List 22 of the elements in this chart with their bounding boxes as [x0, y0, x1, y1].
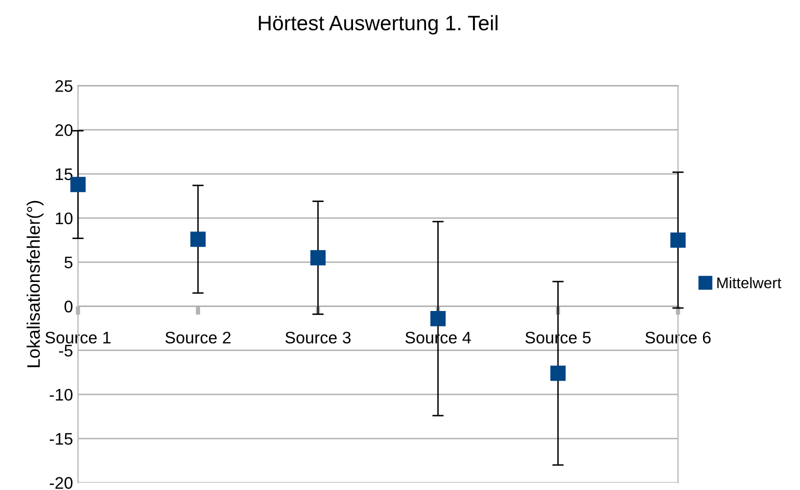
y-tick-label: 5	[64, 256, 72, 268]
y-tick-label: -15	[50, 433, 72, 445]
y-tick-label: 10	[56, 212, 72, 224]
y-tick-label: 0	[64, 300, 72, 312]
y-tick-label: -10	[50, 388, 72, 401]
point	[190, 232, 206, 247]
point	[430, 310, 446, 326]
legend-label: Mittelwert	[717, 277, 782, 288]
point	[310, 250, 326, 266]
x-tick-label: Source 3	[285, 332, 351, 344]
y-tick-label: 20	[55, 124, 72, 136]
x-tick-label: Source 1	[45, 332, 111, 344]
y-tick-label: -20	[50, 477, 72, 489]
y-axis-title: Lokalisationsfehler(°)	[26, 200, 44, 368]
y-tick-label: 25	[55, 80, 72, 92]
y-tick-label: -5	[59, 344, 72, 357]
x-tick-label: Source 6	[645, 332, 711, 344]
point	[670, 232, 686, 248]
point	[550, 366, 566, 381]
x-tick-label: Source 2	[165, 332, 231, 344]
y-tick-label: 15	[56, 168, 72, 180]
chart-title: Hörtest Auswertung 1. Teil	[258, 15, 498, 35]
